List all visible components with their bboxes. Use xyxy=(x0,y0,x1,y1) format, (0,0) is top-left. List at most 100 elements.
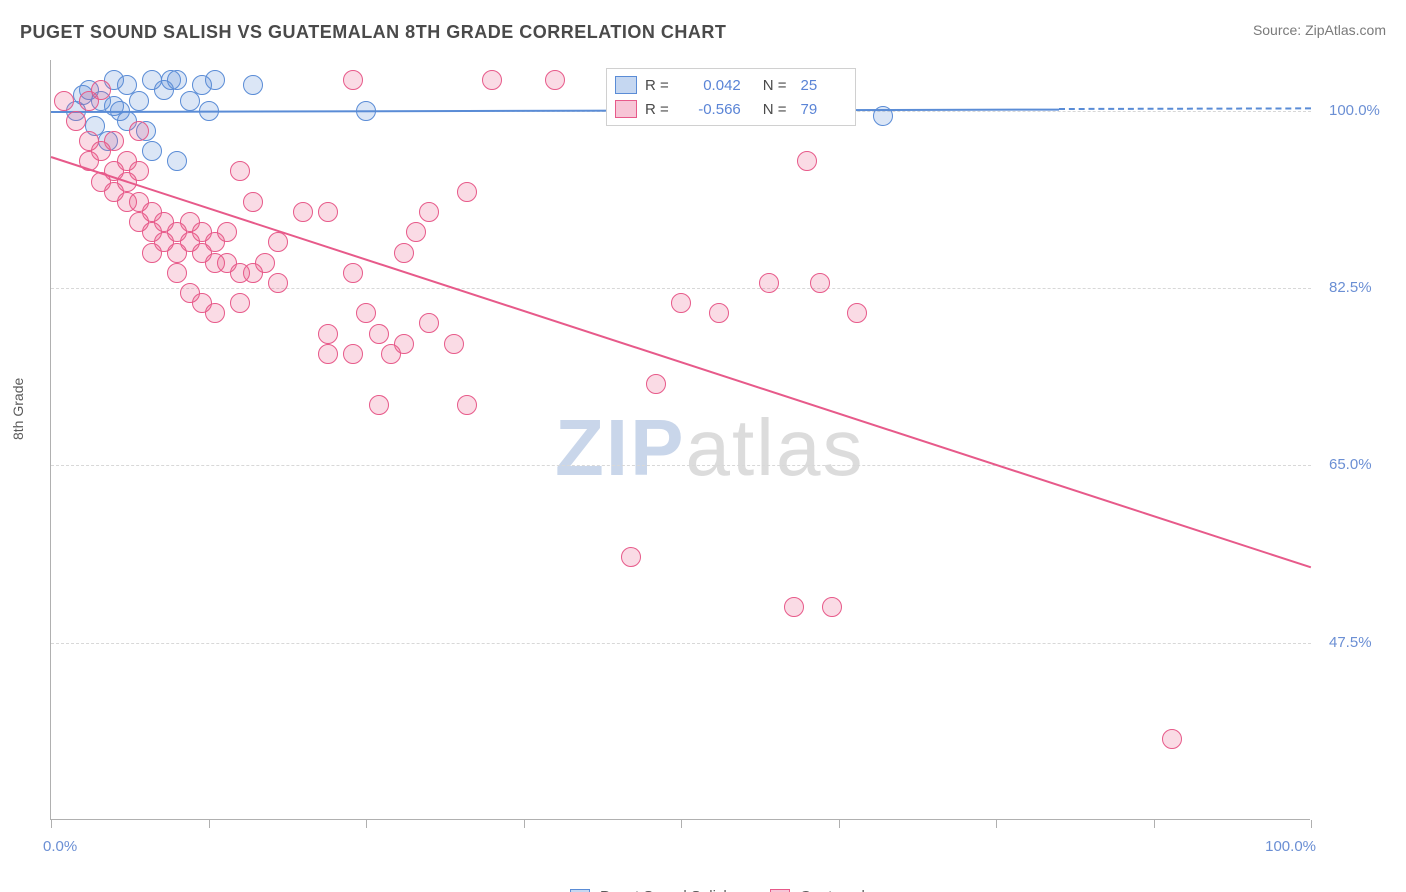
scatter-point-guat xyxy=(54,91,74,111)
scatter-point-guat xyxy=(343,344,363,364)
legend-series-swatch-salish xyxy=(570,889,590,892)
gridline xyxy=(51,643,1311,644)
x-tick-mark xyxy=(524,820,525,828)
gridline xyxy=(51,288,1311,289)
watermark-zip: ZIP xyxy=(555,403,685,492)
scatter-point-guat xyxy=(230,161,250,181)
x-tick-label: 100.0% xyxy=(1256,838,1316,855)
gridline xyxy=(51,465,1311,466)
scatter-point-guat xyxy=(318,324,338,344)
legend-series-label-salish: Puget Sound Salish xyxy=(600,888,732,892)
legend-r-label: R = xyxy=(645,101,669,118)
legend-series-label-guat: Guatemalans xyxy=(800,888,889,892)
chart-title: PUGET SOUND SALISH VS GUATEMALAN 8TH GRA… xyxy=(20,22,726,43)
scatter-point-guat xyxy=(142,243,162,263)
watermark: ZIPatlas xyxy=(555,402,864,494)
scatter-point-guat xyxy=(797,151,817,171)
legend-stats-row-guat: R = -0.566 N = 79 xyxy=(615,97,847,121)
source-label: Source: xyxy=(1253,22,1301,38)
scatter-point-guat xyxy=(318,202,338,222)
scatter-point-guat xyxy=(117,192,137,212)
scatter-point-guat xyxy=(217,222,237,242)
scatter-point-guat xyxy=(709,303,729,323)
scatter-point-salish xyxy=(142,141,162,161)
scatter-point-salish xyxy=(167,151,187,171)
scatter-point-guat xyxy=(394,243,414,263)
scatter-point-guat xyxy=(545,70,565,90)
scatter-point-salish xyxy=(205,70,225,90)
scatter-point-guat xyxy=(419,313,439,333)
legend-n-value-guat: 79 xyxy=(801,101,818,118)
x-tick-mark xyxy=(996,820,997,828)
x-tick-mark xyxy=(681,820,682,828)
legend-stats-row-salish: R = 0.042 N = 25 xyxy=(615,73,847,97)
legend-series-swatch-guat xyxy=(770,889,790,892)
scatter-point-guat xyxy=(369,324,389,344)
scatter-point-guat xyxy=(268,232,288,252)
legend-series: Puget Sound Salish Guatemalans xyxy=(570,888,917,892)
watermark-atlas: atlas xyxy=(685,403,864,492)
scatter-point-guat xyxy=(343,263,363,283)
scatter-point-guat xyxy=(847,303,867,323)
scatter-point-guat xyxy=(91,80,111,100)
scatter-point-salish xyxy=(161,70,181,90)
legend-n-value-salish: 25 xyxy=(801,77,818,94)
legend-r-value-guat: -0.566 xyxy=(683,101,741,118)
scatter-point-guat xyxy=(167,263,187,283)
x-tick-mark xyxy=(839,820,840,828)
legend-swatch-guat xyxy=(615,100,637,118)
legend-n-label: N = xyxy=(763,77,787,94)
scatter-point-guat xyxy=(406,222,426,242)
source-credit: Source: ZipAtlas.com xyxy=(1253,22,1386,38)
legend-n-label: N = xyxy=(763,101,787,118)
scatter-point-guat xyxy=(230,293,250,313)
scatter-point-guat xyxy=(671,293,691,313)
y-tick-label: 100.0% xyxy=(1329,102,1380,119)
scatter-point-guat xyxy=(822,597,842,617)
scatter-point-guat xyxy=(268,273,288,293)
legend-stats: R = 0.042 N = 25 R = -0.566 N = 79 xyxy=(606,68,856,126)
x-tick-mark xyxy=(51,820,52,828)
legend-swatch-salish xyxy=(615,76,637,94)
scatter-point-guat xyxy=(293,202,313,222)
scatter-point-guat xyxy=(369,395,389,415)
scatter-point-guat xyxy=(784,597,804,617)
scatter-point-guat xyxy=(343,70,363,90)
x-tick-mark xyxy=(1154,820,1155,828)
legend-r-value-salish: 0.042 xyxy=(683,77,741,94)
scatter-point-guat xyxy=(129,161,149,181)
scatter-point-guat xyxy=(810,273,830,293)
scatter-point-guat xyxy=(129,121,149,141)
scatter-point-guat xyxy=(66,111,86,131)
plot-area: ZIPatlas 47.5%65.0%82.5%100.0%0.0%100.0%… xyxy=(50,60,1310,820)
scatter-point-guat xyxy=(394,334,414,354)
x-tick-mark xyxy=(1311,820,1312,828)
scatter-point-guat xyxy=(646,374,666,394)
scatter-point-guat xyxy=(243,192,263,212)
y-axis-label: 8th Grade xyxy=(10,378,26,440)
x-tick-label: 0.0% xyxy=(43,838,103,855)
plot-container: ZIPatlas 47.5%65.0%82.5%100.0%0.0%100.0%… xyxy=(50,60,1310,820)
x-tick-mark xyxy=(366,820,367,828)
scatter-point-guat xyxy=(205,303,225,323)
scatter-point-salish xyxy=(129,91,149,111)
scatter-point-guat xyxy=(457,182,477,202)
scatter-point-guat xyxy=(104,131,124,151)
y-tick-label: 82.5% xyxy=(1329,279,1372,296)
scatter-point-guat xyxy=(759,273,779,293)
x-tick-mark xyxy=(209,820,210,828)
scatter-point-salish xyxy=(243,75,263,95)
scatter-point-guat xyxy=(482,70,502,90)
scatter-point-guat xyxy=(1162,729,1182,749)
source-name: ZipAtlas.com xyxy=(1305,22,1386,38)
scatter-point-guat xyxy=(444,334,464,354)
scatter-point-guat xyxy=(457,395,477,415)
scatter-point-guat xyxy=(419,202,439,222)
scatter-point-guat xyxy=(318,344,338,364)
trend-line-guat xyxy=(51,156,1312,568)
legend-r-label: R = xyxy=(645,77,669,94)
y-tick-label: 65.0% xyxy=(1329,456,1372,473)
scatter-point-guat xyxy=(356,303,376,323)
scatter-point-guat xyxy=(255,253,275,273)
scatter-point-guat xyxy=(621,547,641,567)
